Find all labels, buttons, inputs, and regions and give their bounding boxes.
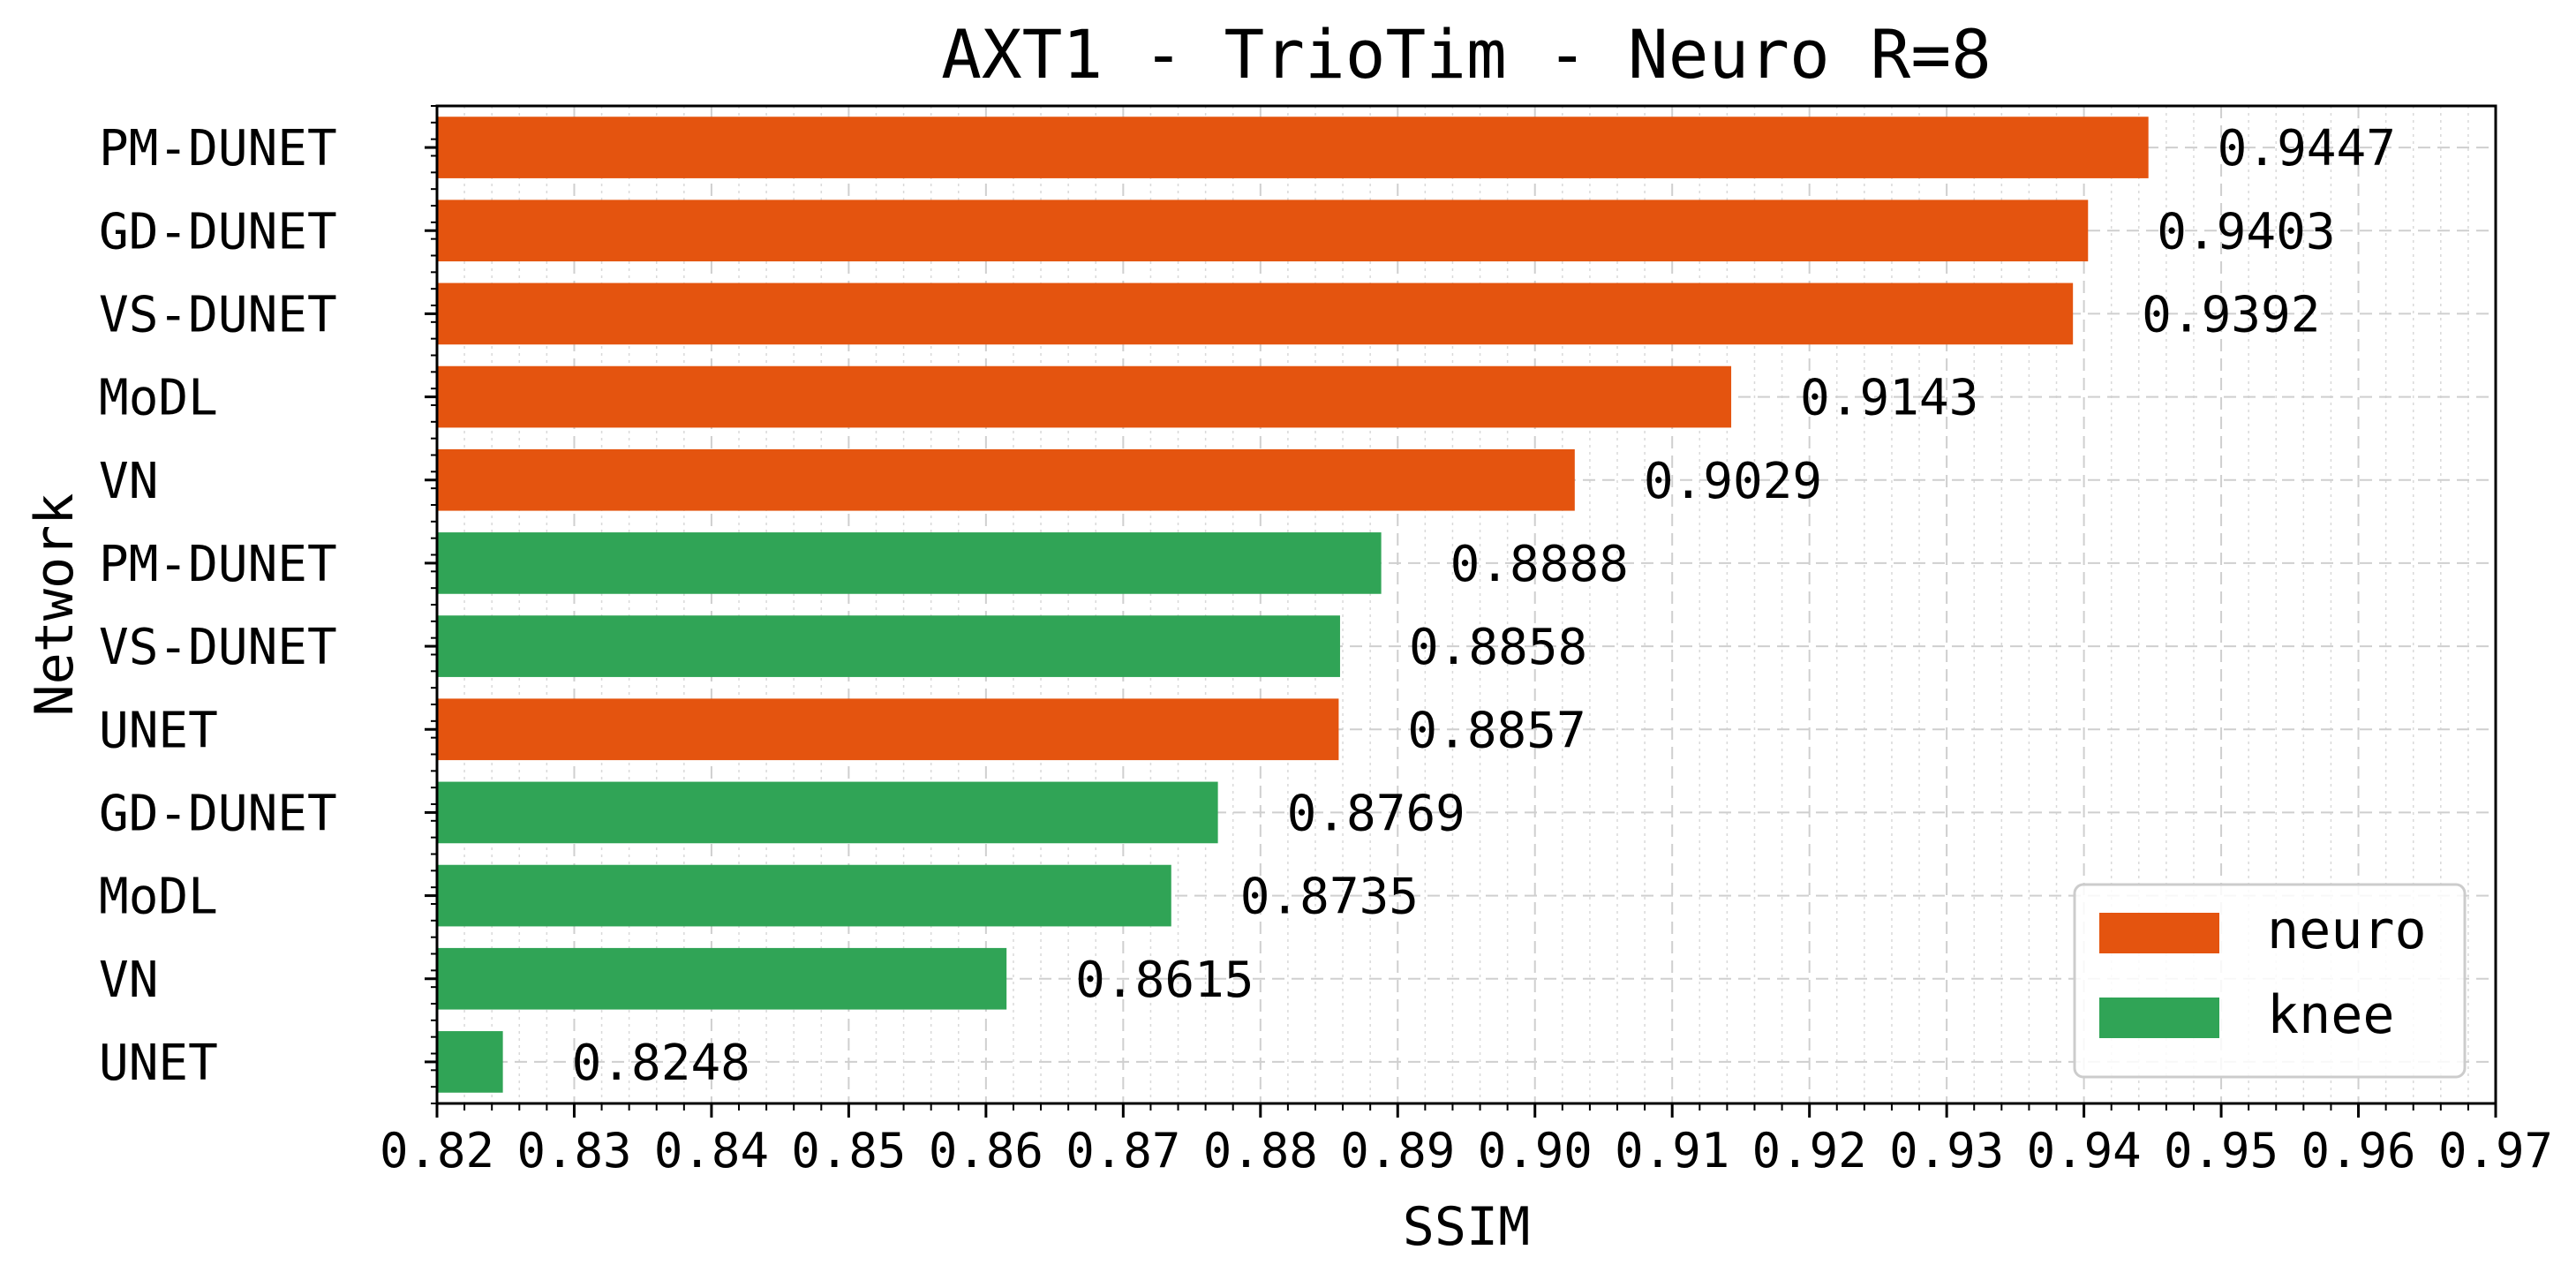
x-tick-label: 0.87 (1066, 1123, 1180, 1178)
bar-neuro (437, 698, 1339, 761)
x-tick-label: 0.97 (2438, 1123, 2553, 1178)
bar-value-label: 0.9029 (1644, 453, 1822, 510)
bar-value-label: 0.8615 (1075, 952, 1254, 1009)
y-axis-label: Network (24, 493, 86, 717)
x-tick-label: 0.92 (1752, 1123, 1867, 1178)
bars (437, 117, 2149, 1093)
x-tick-label: 0.88 (1203, 1123, 1318, 1178)
y-tick-label: PM-DUNET (99, 536, 337, 593)
y-tick-label: VS-DUNET (99, 619, 337, 676)
x-tick-label: 0.89 (1340, 1123, 1455, 1178)
bar-knee (437, 781, 1218, 844)
bar-neuro (437, 117, 2149, 178)
bar-knee (437, 615, 1340, 677)
bar-value-label: 0.9143 (1800, 370, 1978, 427)
x-axis-label: SSIM (1403, 1196, 1531, 1258)
bar-neuro (437, 282, 2074, 345)
bar-value-label: 0.9447 (2218, 120, 2396, 177)
x-tick-label: 0.85 (791, 1123, 906, 1178)
bar-neuro (437, 365, 1732, 428)
y-tick-label: VN (99, 952, 158, 1009)
bar-value-label: 0.9392 (2142, 286, 2320, 343)
y-tick-label: UNET (99, 1035, 218, 1092)
bar-knee (437, 532, 1382, 594)
x-tick-label: 0.90 (1478, 1123, 1593, 1178)
x-tick-label: 0.91 (1615, 1123, 1729, 1178)
legend: neuro knee (2073, 883, 2467, 1079)
legend-label-knee: knee (2267, 984, 2395, 1046)
x-tick-label: 0.95 (2164, 1123, 2278, 1178)
x-tick-label: 0.82 (380, 1123, 494, 1178)
bar-knee (437, 947, 1007, 1010)
bar-value-label: 0.8248 (572, 1035, 750, 1092)
bar-neuro (437, 448, 1575, 511)
x-tick-label: 0.96 (2301, 1123, 2416, 1178)
bar-value-label: 0.9403 (2157, 203, 2335, 260)
y-tick-label: GD-DUNET (99, 785, 337, 842)
chart-title: AXT1 - TrioTim - Neuro R=8 (941, 15, 1992, 94)
bar-value-label: 0.8888 (1450, 536, 1629, 593)
y-tick-label: UNET (99, 702, 218, 759)
x-tick-label: 0.86 (929, 1123, 1043, 1178)
data-labels: 0.9447 0.9403 0.9392 0.9143 0.9029 0.8888 0.88… (572, 120, 2396, 1092)
x-tick-label: 0.93 (1889, 1123, 2004, 1178)
bar-value-label: 0.8857 (1407, 702, 1586, 759)
y-tick-label: VS-DUNET (99, 286, 337, 343)
y-tick-label: GD-DUNET (99, 203, 337, 260)
bar-neuro (437, 200, 2089, 262)
bar-knee (437, 864, 1171, 927)
bar-value-label: 0.8735 (1240, 869, 1419, 926)
x-tick-label: 0.94 (2027, 1123, 2142, 1178)
legend-swatch-neuro (2099, 913, 2219, 953)
axes: PM-DUNET GD-DUNET VS-DUNET MoDL VN PM-DUNET VS… (99, 105, 2553, 1178)
bar-value-label: 0.8858 (1409, 619, 1587, 676)
legend-swatch-knee (2099, 998, 2219, 1038)
y-tick-label: PM-DUNET (99, 120, 337, 177)
legend-label-neuro: neuro (2267, 900, 2427, 961)
y-tick-label: MoDL (99, 869, 218, 926)
y-tick-label: MoDL (99, 370, 218, 427)
bar-value-label: 0.8769 (1287, 785, 1465, 842)
x-tick-label: 0.83 (516, 1123, 631, 1178)
bar-knee (437, 1031, 503, 1093)
x-tick-label: 0.84 (654, 1123, 769, 1178)
y-tick-label: VN (99, 453, 158, 510)
